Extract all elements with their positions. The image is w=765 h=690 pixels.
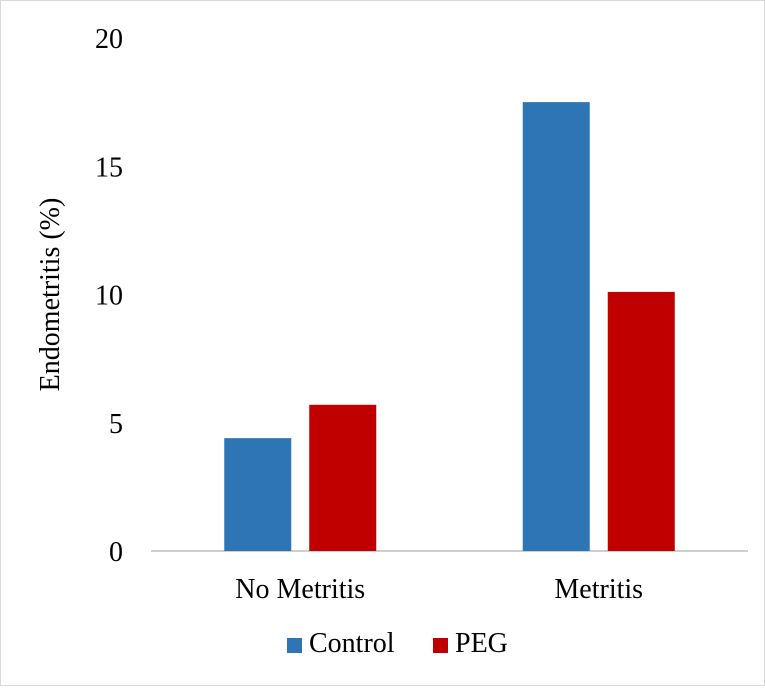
bars [224,102,675,551]
x-axis-categories: No Metritis Metritis [235,574,643,605]
x-category-label: Metritis [554,574,643,605]
y-axis-ticks: 0 5 10 15 20 [95,24,123,568]
y-tick-label: 15 [95,152,123,183]
legend: Control PEG [287,628,508,659]
bar-peg-metritis [607,291,675,551]
bar-peg-no-metritis [309,404,377,551]
legend-label-peg: PEG [455,628,508,659]
legend-swatch-control [287,638,302,653]
bar-control-no-metritis [224,438,292,551]
y-tick-label: 5 [109,409,123,440]
legend-label-control: Control [309,628,395,659]
legend-swatch-peg [433,638,448,653]
y-tick-label: 10 [95,281,123,312]
bar-control-metritis [522,102,590,551]
y-axis-title: Endometritis (%) [35,198,66,392]
y-tick-label: 0 [109,537,123,568]
x-category-label: No Metritis [235,574,365,605]
y-tick-label: 20 [95,24,123,55]
